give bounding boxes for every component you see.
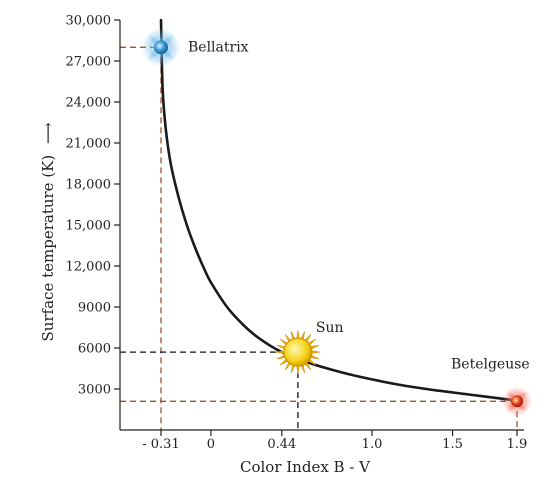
y-axis-title: Surface temperature (K) ⟶ — [39, 122, 57, 341]
temperature-curve — [159, 18, 519, 402]
y-axis-arrow: ⟶ — [39, 122, 57, 144]
y-tick-label: 9000 — [78, 301, 111, 316]
star-label: Bellatrix — [188, 39, 249, 55]
star-core — [154, 40, 168, 55]
y-tick-label: 27,000 — [66, 55, 112, 70]
y-ticks: 3000 6000 9000 12,000 15,000 18,000 21,000 24,0… — [66, 14, 120, 398]
x-tick-label: 0.44 — [267, 437, 296, 452]
star-bellatrix — [141, 27, 181, 67]
y-tick-label: 21,000 — [66, 137, 112, 152]
y-tick-label: 15,000 — [66, 219, 112, 234]
star-label: Betelgeuse — [451, 356, 530, 372]
x-tick-label: - 0.31 — [142, 437, 179, 452]
y-tick-label: 30,000 — [66, 14, 112, 29]
x-tick-label: 0 — [207, 437, 215, 452]
reference-lines — [120, 46, 518, 430]
star-core — [511, 395, 523, 408]
x-axis-title: Color Index B - V — [240, 458, 371, 476]
x-tick-label: 1.9 — [507, 437, 528, 452]
star-sun — [275, 330, 320, 375]
y-tick-label: 3000 — [78, 383, 111, 398]
sun-disc — [283, 337, 313, 367]
stars: Bellatrix Sun Betelgeuse — [141, 27, 532, 417]
y-tick-label: 24,000 — [66, 96, 112, 111]
y-tick-label: 12,000 — [66, 260, 112, 275]
y-tick-label: 6000 — [78, 342, 111, 357]
x-ticks: - 0.31 0 0.44 1.0 1.5 1.9 — [142, 430, 527, 452]
star-label: Sun — [316, 320, 344, 336]
y-axis-title-text: Surface temperature (K) — [39, 155, 57, 342]
y-tick-label: 18,000 — [66, 178, 112, 193]
star-betelgeuse — [502, 386, 532, 417]
x-tick-label: 1.5 — [442, 437, 463, 452]
y-axis-title-group: Surface temperature (K) ⟶ — [39, 122, 57, 341]
x-tick-label: 1.0 — [362, 437, 383, 452]
